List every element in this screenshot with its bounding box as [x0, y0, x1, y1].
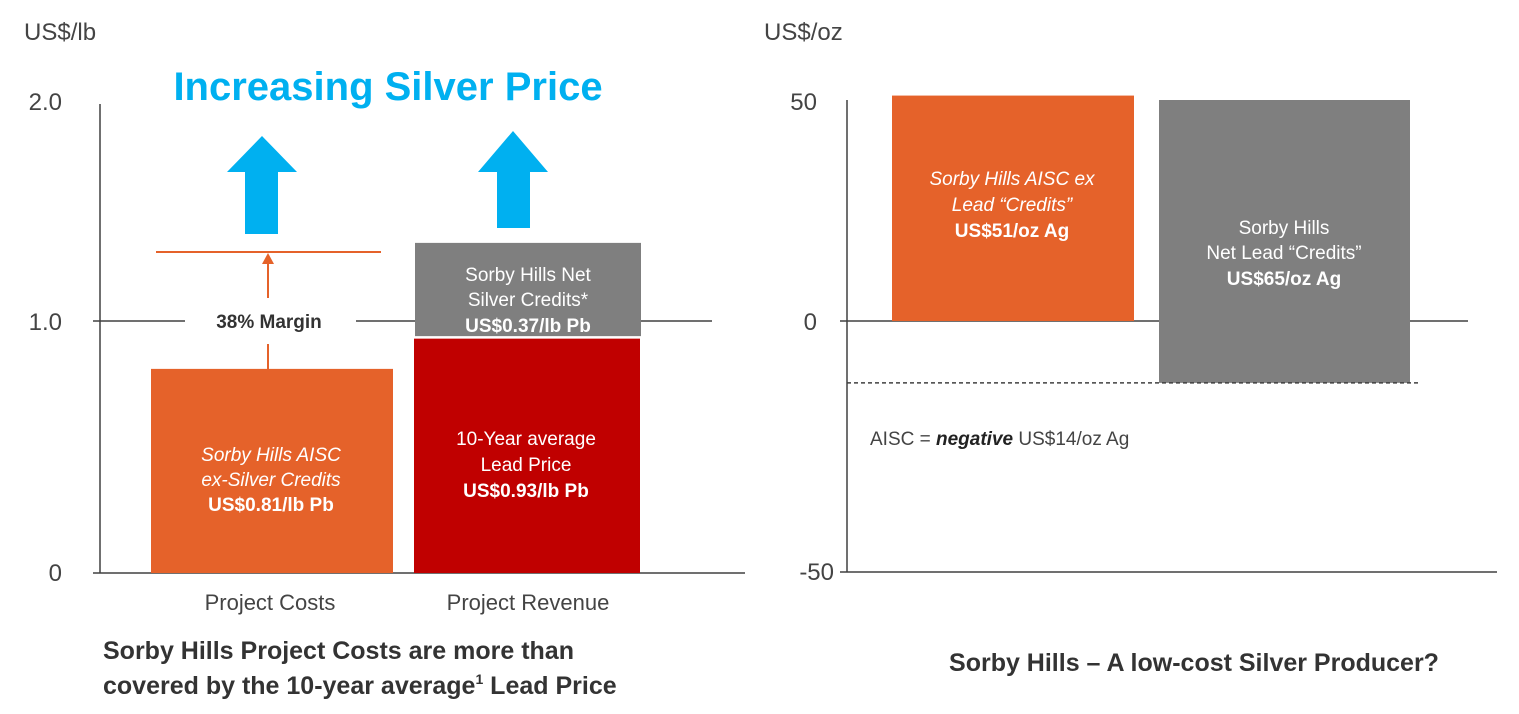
- bar-value-label: US$65/oz Ag: [1227, 269, 1341, 290]
- right-y-tick-label: 0: [804, 309, 817, 336]
- left-y-tick-label: 2.0: [29, 89, 62, 116]
- bar-net-lead-credits: [1159, 100, 1410, 383]
- left-y-tick-label: 0: [49, 560, 62, 587]
- bar-net-silver-credits: [415, 242, 641, 337]
- bar-value-label: US$0.93/lb Pb: [463, 481, 589, 502]
- left-y-unit-label: US$/lb: [24, 19, 96, 46]
- right-y-unit-label: US$/oz: [764, 19, 843, 46]
- bar-label: ex-Silver Credits: [201, 470, 341, 491]
- right-y-tick-label: -50: [799, 559, 834, 586]
- bar-label: Sorby Hills AISC ex: [929, 169, 1096, 190]
- left-y-tick-label: 1.0: [29, 309, 62, 336]
- margin-label: 38% Margin: [216, 312, 322, 333]
- bar-label: Sorby Hills: [1239, 218, 1330, 239]
- bar-project-costs: [151, 368, 393, 573]
- bar-label: Sorby Hills Net: [465, 265, 591, 286]
- right-caption: Sorby Hills – A low-cost Silver Producer…: [949, 649, 1439, 677]
- bar-label: Lead “Credits”: [952, 195, 1074, 216]
- bar-aisc-ex-lead-credits: [892, 95, 1134, 321]
- bar-label: 10-Year average: [456, 429, 596, 450]
- right-y-tick-label: 50: [790, 89, 817, 116]
- bar-label: Silver Credits*: [468, 290, 589, 311]
- arrow-down-icon: [262, 372, 274, 384]
- left-caption-line1: Sorby Hills Project Costs are more than: [103, 637, 574, 665]
- bar-label: Net Lead “Credits”: [1206, 243, 1361, 264]
- aisc-note: AISC = negative US$14/oz Ag: [870, 429, 1129, 450]
- arrow-up-icon: [478, 131, 548, 228]
- bar-label: Sorby Hills AISC: [201, 445, 341, 466]
- left-caption-line2: covered by the 10-year average1 Lead Pri…: [103, 671, 617, 700]
- bar-value-label: US$51/oz Ag: [955, 221, 1069, 242]
- x-tick-label: Project Costs: [205, 590, 336, 615]
- bar-value-label: US$0.37/lb Pb: [465, 316, 591, 337]
- x-tick-label: Project Revenue: [447, 590, 610, 615]
- arrow-up-icon: [227, 136, 297, 234]
- bar-label: Lead Price: [481, 455, 572, 476]
- bar-value-label: US$0.81/lb Pb: [208, 495, 334, 516]
- bar-project-revenue: [414, 338, 640, 573]
- arrow-up-icon: [262, 253, 274, 264]
- left-headline: Increasing Silver Price: [173, 65, 602, 109]
